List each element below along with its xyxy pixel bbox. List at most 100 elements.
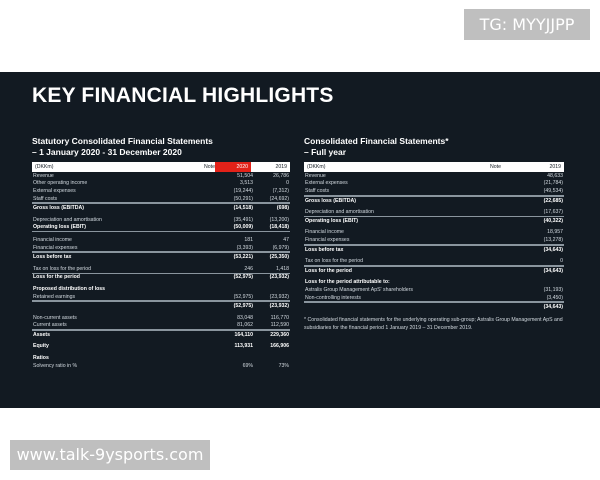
value-2020: 164,110 <box>234 331 253 338</box>
row-label: Gross loss (EBITDA) <box>305 197 357 204</box>
value-2020: 3,513 <box>240 180 253 187</box>
table-row: Current assets 81,062 112,590 <box>32 322 290 331</box>
value-2019: 229,360 <box>270 331 289 338</box>
row-label: Financial expenses <box>33 244 78 251</box>
table-row: Staff costs (49,534) <box>304 187 564 196</box>
row-label: Depreciation and amortisation <box>305 209 374 216</box>
row-label: Loss for the period <box>33 274 80 281</box>
table-row: External expenses (19,244) (7,312) <box>32 187 290 195</box>
value-2019: (34,643) <box>543 304 563 311</box>
value-2019: 73% <box>278 362 289 369</box>
value-2019: (25,350) <box>269 254 289 261</box>
row-label: Operating loss (EBIT) <box>33 224 87 231</box>
table-row: Loss before tax (53,221) (25,350) <box>32 252 290 261</box>
table-row: Depreciation and amortisation (35,491) (13… <box>32 216 290 224</box>
value-2019: (7,312) <box>272 187 289 194</box>
row-label: Tax on loss for the period <box>305 258 363 265</box>
row-label: Other operating income <box>33 180 88 187</box>
row-label: Equity <box>33 343 49 350</box>
value-2019: (49,534) <box>543 187 563 194</box>
row-label: Revenue <box>305 172 326 179</box>
table-row: Operating loss (EBIT) (40,322) <box>304 217 564 225</box>
value-2019: (23,932) <box>269 293 289 300</box>
row-label: Loss for the period <box>305 267 352 274</box>
table-row: Solvency ratio in % 69% 73% <box>32 362 290 370</box>
table-row: Loss for the period (52,975) (23,932) <box>32 272 290 282</box>
table-row: Non-current assets 83,048 116,770 <box>32 314 290 322</box>
row-label: Financial income <box>305 229 344 236</box>
value-2020: (35,491) <box>233 216 253 223</box>
value-2019: (31,193) <box>543 286 563 293</box>
table-row: Loss before tax (34,643) <box>304 244 564 254</box>
value-2019: (698) <box>276 205 289 212</box>
header-note: Note <box>204 164 215 170</box>
value-2019: 166,906 <box>270 343 289 350</box>
financial-highlights-slide: KEY FINANCIAL HIGHLIGHTS Statutory Conso… <box>0 72 600 408</box>
value-2020: 69% <box>242 362 253 369</box>
header-unit: (DKKm) <box>307 164 326 170</box>
value-2019: 18,957 <box>547 229 563 236</box>
value-2020: (14,518) <box>233 205 253 212</box>
table-row: Tax on loss for the period 0 <box>304 257 564 266</box>
value-2019: (23,932) <box>269 274 289 281</box>
statutory-table-header: (DKKm) Note 2020 2019 <box>32 162 290 172</box>
value-2020: 246 <box>244 265 253 272</box>
row-label: Ratios <box>33 355 49 362</box>
table-row: Ratios <box>32 354 290 362</box>
statutory-title-line1: Statutory Consolidated Financial Stateme… <box>32 136 213 146</box>
row-label: Loss before tax <box>33 254 72 261</box>
table-row: Depreciation and amortisation (17,637) <box>304 208 564 217</box>
value-2020: 83,048 <box>237 314 253 321</box>
statutory-statements-panel: Statutory Consolidated Financial Stateme… <box>32 136 290 369</box>
table-row: Tax on loss for the period 246 1,418 <box>32 265 290 273</box>
row-label: Revenue <box>33 172 54 179</box>
value-2019: (34,643) <box>543 267 563 274</box>
table-row: Non-controlling interests (3,450) <box>304 294 564 303</box>
row-label: Financial income <box>33 236 72 243</box>
table-row: Staff costs (50,291) (24,692) <box>32 195 290 204</box>
consolidated-title-line1: Consolidated Financial Statements* <box>304 136 449 146</box>
row-label: Staff costs <box>305 187 330 194</box>
row-label: Tax on loss for the period <box>33 265 91 272</box>
table-row: Proposed distribution of loss <box>32 285 290 293</box>
header-note: Note <box>490 164 501 170</box>
table-row: (34,643) <box>304 302 564 311</box>
table-row: Loss for the period (34,643) <box>304 265 564 275</box>
row-label: Financial expenses <box>305 236 350 243</box>
statutory-statements-title: Statutory Consolidated Financial Stateme… <box>32 136 290 158</box>
value-2019: 26,786 <box>273 172 289 179</box>
value-2020: 113,931 <box>234 343 253 350</box>
table-row: Loss for the period attributable to: <box>304 279 564 287</box>
value-2019: (21,784) <box>543 180 563 187</box>
row-label: Operating loss (EBIT) <box>305 217 359 224</box>
row-label: Depreciation and amortisation <box>33 216 102 223</box>
table-row: Gross loss (EBITDA) (22,685) <box>304 195 564 205</box>
table-row: External expenses (21,784) <box>304 180 564 188</box>
consolidated-statements-panel: Consolidated Financial Statements* – Ful… <box>304 136 564 332</box>
table-row: Financial expenses (13,278) <box>304 236 564 245</box>
header-year-2019: 2019 <box>549 164 561 170</box>
value-2020: (52,975) <box>233 293 253 300</box>
value-2019: 116,770 <box>270 314 289 321</box>
table-row: (52,975) (23,932) <box>32 301 290 310</box>
row-label: Staff costs <box>33 195 58 202</box>
value-2019: 112,590 <box>270 322 289 329</box>
header-unit: (DKKm) <box>35 164 54 170</box>
table-row: Revenue 51,504 26,786 <box>32 172 290 180</box>
row-label: External expenses <box>33 187 76 194</box>
value-2020: (3,393) <box>236 244 253 251</box>
value-2019: 1,418 <box>276 265 289 272</box>
row-label: Loss for the period attributable to: <box>305 279 390 286</box>
header-year-2019: 2019 <box>275 164 287 170</box>
value-2020: (50,291) <box>233 195 253 202</box>
table-row: Financial expenses (3,393) (6,979) <box>32 244 290 253</box>
row-label: Gross loss (EBITDA) <box>33 205 85 212</box>
table-row: Financial income 181 47 <box>32 236 290 244</box>
value-2020: (52,975) <box>233 274 253 281</box>
consolidated-title-line2: – Full year <box>304 147 347 157</box>
table-row: Revenue 48,633 <box>304 172 564 180</box>
value-2020: 51,504 <box>237 172 253 179</box>
row-label: Current assets <box>33 322 67 329</box>
value-2019: (22,685) <box>543 197 563 204</box>
value-2019: (13,200) <box>269 216 289 223</box>
